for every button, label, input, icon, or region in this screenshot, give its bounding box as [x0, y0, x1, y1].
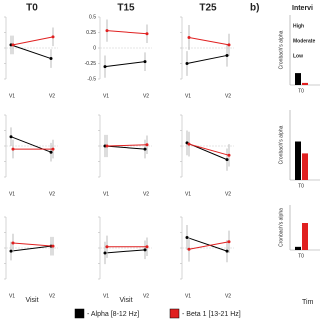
bar: [295, 73, 301, 85]
column-title: T0: [26, 3, 38, 14]
y-tick-label: 0.5: [89, 14, 96, 20]
series-line: [106, 30, 148, 35]
series-line: [12, 36, 54, 46]
series-line: [12, 242, 54, 247]
point: [225, 158, 229, 162]
point: [9, 249, 13, 253]
point: [187, 142, 191, 146]
x-tick-label: V2: [225, 191, 231, 197]
point: [225, 249, 229, 253]
y-tick-label: -0.25: [85, 61, 97, 67]
x-tick-label: V2: [143, 191, 149, 197]
panel-title: Intervi: [292, 5, 313, 12]
point: [51, 244, 55, 248]
annotation: Moderate: [293, 38, 315, 44]
point: [105, 144, 109, 148]
x-tick-label: V2: [143, 93, 149, 99]
point: [103, 251, 107, 255]
y-tick-label: 0: [93, 45, 96, 51]
point: [227, 153, 231, 157]
bar: [302, 153, 308, 180]
point: [49, 57, 53, 61]
panel-label: b): [250, 3, 259, 14]
y-tick-label: -0.5: [87, 76, 96, 82]
x-tick-label: V1: [185, 93, 191, 99]
annotation: Low: [293, 53, 303, 59]
point: [105, 29, 109, 33]
x-tick-label: T0: [298, 88, 304, 94]
point: [145, 32, 149, 36]
series-line: [104, 61, 146, 68]
point: [51, 147, 55, 151]
point: [143, 147, 147, 151]
x-axis-label: Visit: [119, 297, 132, 304]
point: [227, 240, 231, 244]
legend-label: - Alpha [8-12 Hz]: [87, 311, 139, 318]
point: [51, 35, 55, 39]
x-tick-label: V2: [225, 93, 231, 99]
x-tick-label: V2: [49, 293, 55, 299]
series-line: [10, 245, 52, 252]
point: [185, 62, 189, 65]
y-axis-label: Cronbach's alpha: [278, 125, 284, 164]
x-tick-label: V1: [103, 191, 109, 197]
x-tick-label: V2: [143, 293, 149, 299]
y-tick-label: 0.25: [86, 30, 96, 36]
point: [187, 35, 191, 39]
legend-swatch: [169, 308, 180, 319]
point: [49, 150, 53, 154]
x-tick-label: V1: [103, 293, 109, 299]
legend-swatch: [74, 308, 85, 319]
point: [9, 135, 13, 139]
point: [187, 247, 191, 251]
annotation: High: [293, 23, 304, 29]
point: [143, 60, 147, 64]
y-axis-label: Cronbach's alpha: [278, 208, 284, 247]
x-tick-label: V1: [9, 293, 15, 299]
x-axis-label: Tim: [302, 299, 314, 306]
point: [11, 147, 15, 151]
point: [103, 65, 107, 69]
y-axis-label: Cronbach's alpha: [278, 30, 284, 69]
bar: [302, 82, 308, 85]
point: [105, 245, 109, 249]
series-line: [10, 136, 52, 153]
x-tick-label: V2: [49, 93, 55, 99]
bar: [295, 246, 301, 250]
point: [11, 241, 15, 245]
x-tick-label: V1: [9, 93, 15, 99]
column-title: T15: [117, 3, 135, 14]
point: [227, 43, 231, 47]
series-line: [10, 44, 52, 60]
series-line: [104, 249, 146, 254]
x-tick-label: V1: [185, 191, 191, 197]
x-tick-label: V1: [103, 93, 109, 99]
bar: [295, 141, 301, 180]
series-line: [104, 145, 146, 150]
legend-label: - Beta 1 [13-21 Hz]: [182, 311, 241, 318]
point: [225, 53, 229, 57]
x-tick-label: V1: [9, 191, 15, 197]
series-line: [186, 236, 228, 252]
series-line: [106, 144, 148, 147]
x-tick-label: T0: [298, 183, 304, 189]
point: [185, 235, 189, 239]
point: [145, 143, 149, 147]
bar: [302, 223, 308, 250]
x-axis-label: Visit: [25, 297, 38, 304]
point: [145, 245, 149, 249]
x-tick-label: V2: [49, 191, 55, 197]
series-line: [188, 143, 230, 156]
series-line: [186, 54, 228, 64]
x-tick-label: V2: [225, 293, 231, 299]
series-line: [188, 241, 230, 250]
column-title: T25: [199, 3, 217, 14]
x-tick-label: V1: [185, 293, 191, 299]
point: [143, 248, 147, 252]
x-tick-label: T0: [298, 253, 304, 259]
point: [11, 43, 15, 47]
series-line: [188, 36, 230, 46]
